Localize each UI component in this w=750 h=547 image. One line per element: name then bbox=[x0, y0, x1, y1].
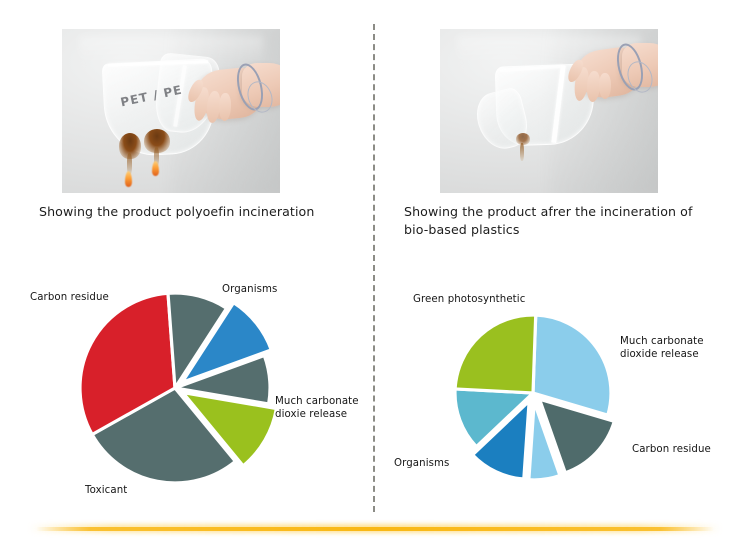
panel-divider bbox=[373, 24, 375, 512]
finger-ring bbox=[599, 73, 611, 99]
pie-slice bbox=[181, 390, 279, 468]
burn-drip bbox=[520, 143, 524, 161]
forearm bbox=[242, 63, 280, 107]
photo-polyolefin-incineration: PET / PE bbox=[62, 29, 280, 193]
caption-right: Showing the product afrer the incinerati… bbox=[404, 204, 693, 237]
forearm bbox=[622, 43, 658, 87]
left-panel: PET / PE Showing the product polyoefin i… bbox=[0, 0, 374, 547]
flame-left bbox=[125, 171, 132, 187]
pie-slice bbox=[531, 313, 613, 417]
right-panel: Showing the product afrer the incinerati… bbox=[376, 0, 750, 547]
pie-slice bbox=[527, 400, 562, 482]
pie-slice-label: Green photosynthetic bbox=[413, 294, 525, 305]
burn-drip-left bbox=[127, 153, 132, 175]
caption-left: Showing the product polyoefin incinerati… bbox=[39, 204, 315, 219]
pie-chart-left: Carbon residue Organisms Much carbonate dio… bbox=[30, 284, 359, 496]
photo-biobased-incineration bbox=[440, 29, 658, 193]
pie-slice-label: Toxicant bbox=[84, 485, 127, 496]
burn-drip-right bbox=[154, 147, 159, 167]
pie-slice-label: Much carbonate dioxide release bbox=[620, 336, 704, 360]
pie-slice bbox=[453, 313, 538, 395]
pie-slice bbox=[180, 301, 273, 384]
flame-right bbox=[152, 161, 159, 176]
pie-slice-label: Much carbonate dioxie release bbox=[275, 396, 359, 420]
pie-slice-label: Carbon residue bbox=[632, 444, 711, 455]
pie-slice bbox=[78, 291, 177, 437]
pie-slice bbox=[470, 399, 531, 481]
burn-residue-left bbox=[119, 133, 141, 159]
pie-slice bbox=[173, 353, 272, 406]
pie-slice-label: Organisms bbox=[222, 284, 277, 295]
pie-slice bbox=[537, 397, 616, 475]
burn-mark-small bbox=[516, 133, 530, 145]
pie-slice-label: Carbon residue bbox=[30, 292, 109, 303]
pie-chart-right: Green photosynthetic Much carbonate dioxid… bbox=[394, 294, 711, 482]
pie-slice bbox=[166, 291, 229, 390]
bottom-rule bbox=[36, 527, 714, 531]
pie-slice bbox=[90, 386, 238, 485]
pie-slice-label: Organisms bbox=[394, 458, 449, 469]
